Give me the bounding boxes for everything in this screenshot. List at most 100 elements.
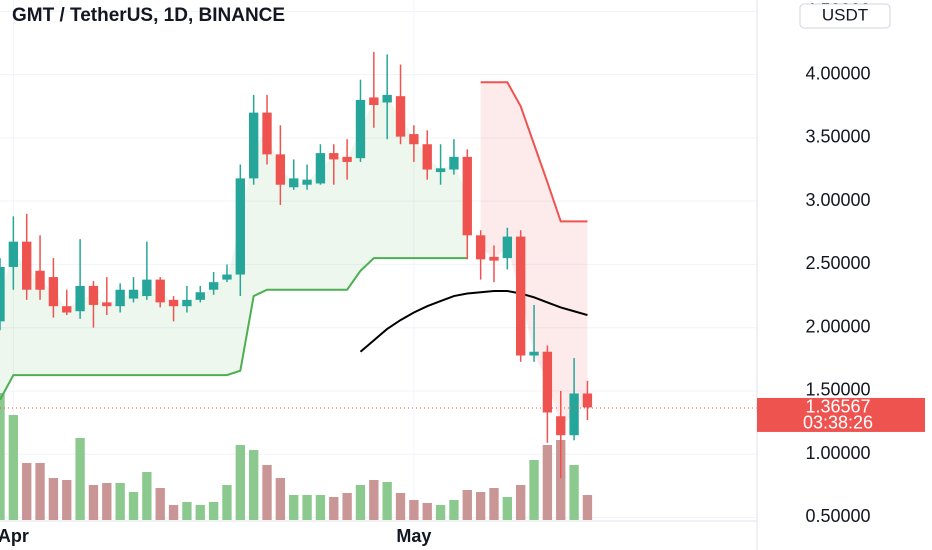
candle-body — [502, 236, 513, 259]
indicator-line — [480, 81, 588, 223]
volume-bar — [195, 505, 205, 520]
volume-bar — [342, 493, 352, 520]
volume-bar — [22, 463, 32, 520]
y-tick-label: 0.50000 — [805, 506, 870, 526]
candle-body — [289, 178, 299, 188]
y-tick-label: 2.00000 — [805, 316, 870, 336]
candle-body — [195, 292, 205, 300]
volume-bar — [142, 472, 152, 520]
candle-body — [489, 256, 499, 261]
candle-body — [302, 179, 312, 185]
candle-body — [582, 393, 593, 408]
volume-bar — [422, 503, 432, 520]
volume-bar — [62, 480, 72, 520]
volume-bar — [262, 465, 272, 520]
last-price-box — [757, 397, 925, 432]
candle-body — [62, 306, 72, 313]
chart-title: GMT / TetherUS, 1D, BINANCE — [12, 5, 285, 26]
volume-bar — [275, 478, 286, 520]
volume-bar — [582, 495, 593, 520]
candle-body — [0, 266, 5, 322]
volume-bar — [529, 460, 539, 520]
candle-body — [8, 241, 19, 267]
candle-body — [222, 274, 232, 280]
candle-body — [369, 97, 379, 106]
volume-bar — [48, 478, 59, 520]
y-tick-label: 3.50000 — [805, 127, 870, 147]
volume-bar — [208, 502, 219, 520]
price-axis: 0.50000 1.00000 1.50000 2.00000 2.50000 3.000… — [0, 0, 871, 546]
currency: USDT — [822, 5, 868, 24]
candle-body — [569, 393, 579, 436]
volume-bar — [289, 495, 299, 520]
y-tick-label: 1.00000 — [805, 443, 870, 463]
countdown: 03:38:26 — [803, 413, 873, 433]
candle-body — [235, 178, 245, 275]
y-tick-label: 1.50000 — [805, 380, 870, 400]
candle-body — [435, 168, 446, 173]
volume-bar — [355, 485, 366, 520]
candle-body — [422, 144, 432, 170]
candle-body — [315, 153, 326, 184]
volume-bar — [235, 445, 245, 520]
candle-body — [449, 156, 459, 170]
volume-bar — [182, 502, 192, 520]
volume-bar — [475, 492, 486, 520]
volume-bar — [115, 483, 125, 520]
candle-body — [35, 270, 45, 290]
x-tick-label: Apr — [0, 526, 29, 546]
candle-body — [355, 99, 366, 159]
volume-bar — [395, 493, 406, 520]
candle-body — [142, 279, 152, 297]
trend-fill — [480, 82, 588, 426]
candle-body — [102, 302, 112, 307]
candle-body — [342, 156, 352, 162]
candle-body — [275, 154, 286, 185]
candle-body — [262, 112, 272, 155]
candle-body — [248, 112, 259, 179]
y-tick-label: 3.00000 — [805, 190, 870, 210]
candle-body — [556, 416, 566, 436]
volume-bar — [569, 465, 579, 520]
volume-bar — [409, 500, 419, 520]
volume-bar — [516, 485, 526, 520]
volume-bar — [102, 483, 112, 520]
candle-body — [516, 236, 526, 356]
volume-bar — [449, 500, 459, 520]
volume-bar — [155, 488, 165, 520]
volume-bar — [222, 485, 232, 520]
indicator-line — [0, 257, 468, 401]
candle-body — [88, 285, 99, 305]
candle-body — [529, 351, 539, 356]
y-tick-label: 2.50000 — [805, 253, 870, 273]
candle-body — [409, 134, 419, 145]
volume-bar — [75, 438, 85, 520]
volume-bar — [248, 450, 259, 520]
candle-body — [75, 285, 85, 312]
volume-bar — [502, 497, 513, 520]
candle-body — [182, 299, 192, 307]
candle-body — [395, 96, 406, 137]
candle-body — [542, 351, 553, 413]
currency-badge[interactable] — [799, 3, 891, 29]
volume-bar — [315, 495, 326, 520]
candle-body — [155, 279, 165, 303]
volume-bar — [302, 495, 312, 520]
candle-body — [475, 235, 486, 260]
volume-bar — [435, 505, 446, 520]
candle-body — [48, 277, 59, 307]
candle-body — [168, 299, 179, 307]
volume-bar — [88, 485, 99, 520]
candle-body — [329, 153, 339, 160]
volume-bar — [489, 488, 499, 520]
x-tick-label: May — [396, 526, 431, 546]
volume-bar — [168, 505, 179, 520]
candle-body — [208, 282, 219, 290]
indicator-line — [359, 289, 588, 353]
volume-bar — [128, 492, 139, 520]
y-tick-label: 4.00000 — [805, 63, 870, 83]
candle-body — [22, 241, 32, 290]
volume-bar — [369, 480, 379, 520]
